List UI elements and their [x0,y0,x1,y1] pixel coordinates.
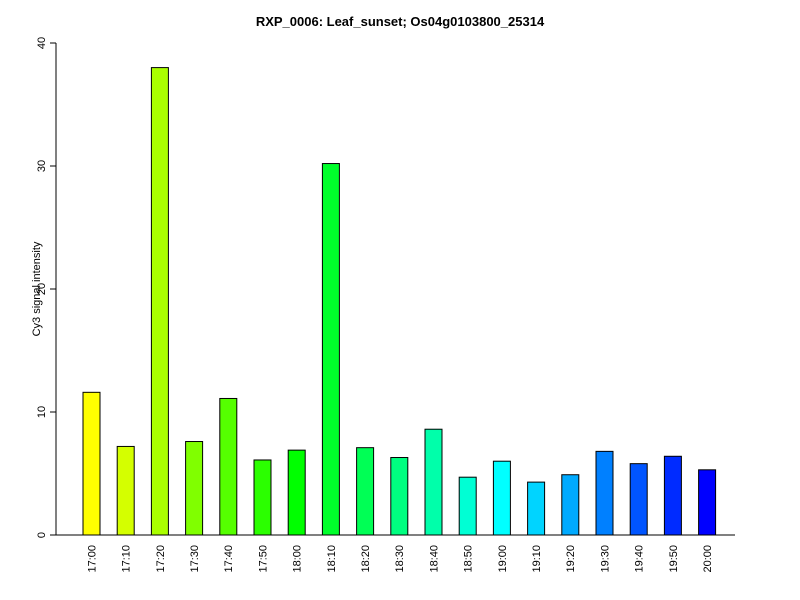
bar [356,447,375,536]
x-tick-labels: 17:00 17:10 17:20 17:30 17:40 17:50 18:00 18:10… [86,545,714,573]
x-tick-label: 18:20 [360,545,372,573]
x-tick-label: 17:50 [257,545,269,573]
chart-title: RXP_0006: Leaf_sunset; Os04g0103800_2531… [256,14,545,29]
bar [287,449,306,536]
x-tick-label: 19:40 [634,545,646,573]
bar [253,459,272,536]
x-tick-label: 18:00 [292,545,304,573]
x-tick-label: 19:20 [565,545,577,573]
x-tick-label: 17:40 [223,545,235,573]
bar [595,450,614,536]
bar [492,460,511,536]
y-tick-label: 30 [36,160,48,172]
y-tick-label: 10 [36,406,48,418]
x-tick-label: 17:30 [189,545,201,573]
bar [561,474,580,536]
y-tick-label: 40 [36,37,48,49]
bar [629,463,648,536]
x-tick-label: 17:00 [86,545,98,573]
x-tick-label: 18:30 [394,545,406,573]
bar [424,428,443,536]
x-tick-label: 19:50 [668,545,680,573]
y-tick-label: 0 [36,532,48,538]
x-tick-label: 18:10 [326,545,338,573]
bar [458,476,477,536]
bar [185,441,204,536]
x-tick-label: 19:10 [531,545,543,573]
bar [219,397,238,536]
bars [82,67,717,536]
x-tick-label: 19:30 [599,545,611,573]
bar [150,67,169,536]
bar [663,455,682,536]
x-tick-label: 17:10 [121,545,133,573]
x-tick-label: 19:00 [497,545,509,573]
bar [390,457,409,536]
bar [116,445,135,536]
bar [321,163,340,536]
y-axis: 0 10 20 30 40 [36,37,57,538]
bar [82,391,101,536]
y-tick-label: 20 [36,283,48,295]
x-tick-label: 18:40 [428,545,440,573]
x-tick-label: 17:20 [155,545,167,573]
x-tick-label: 18:50 [463,545,475,573]
x-tick-label: 20:00 [702,545,714,573]
bar [527,481,546,536]
y-axis-label: Cy3 signal intensity [31,241,43,336]
bar [698,469,717,536]
